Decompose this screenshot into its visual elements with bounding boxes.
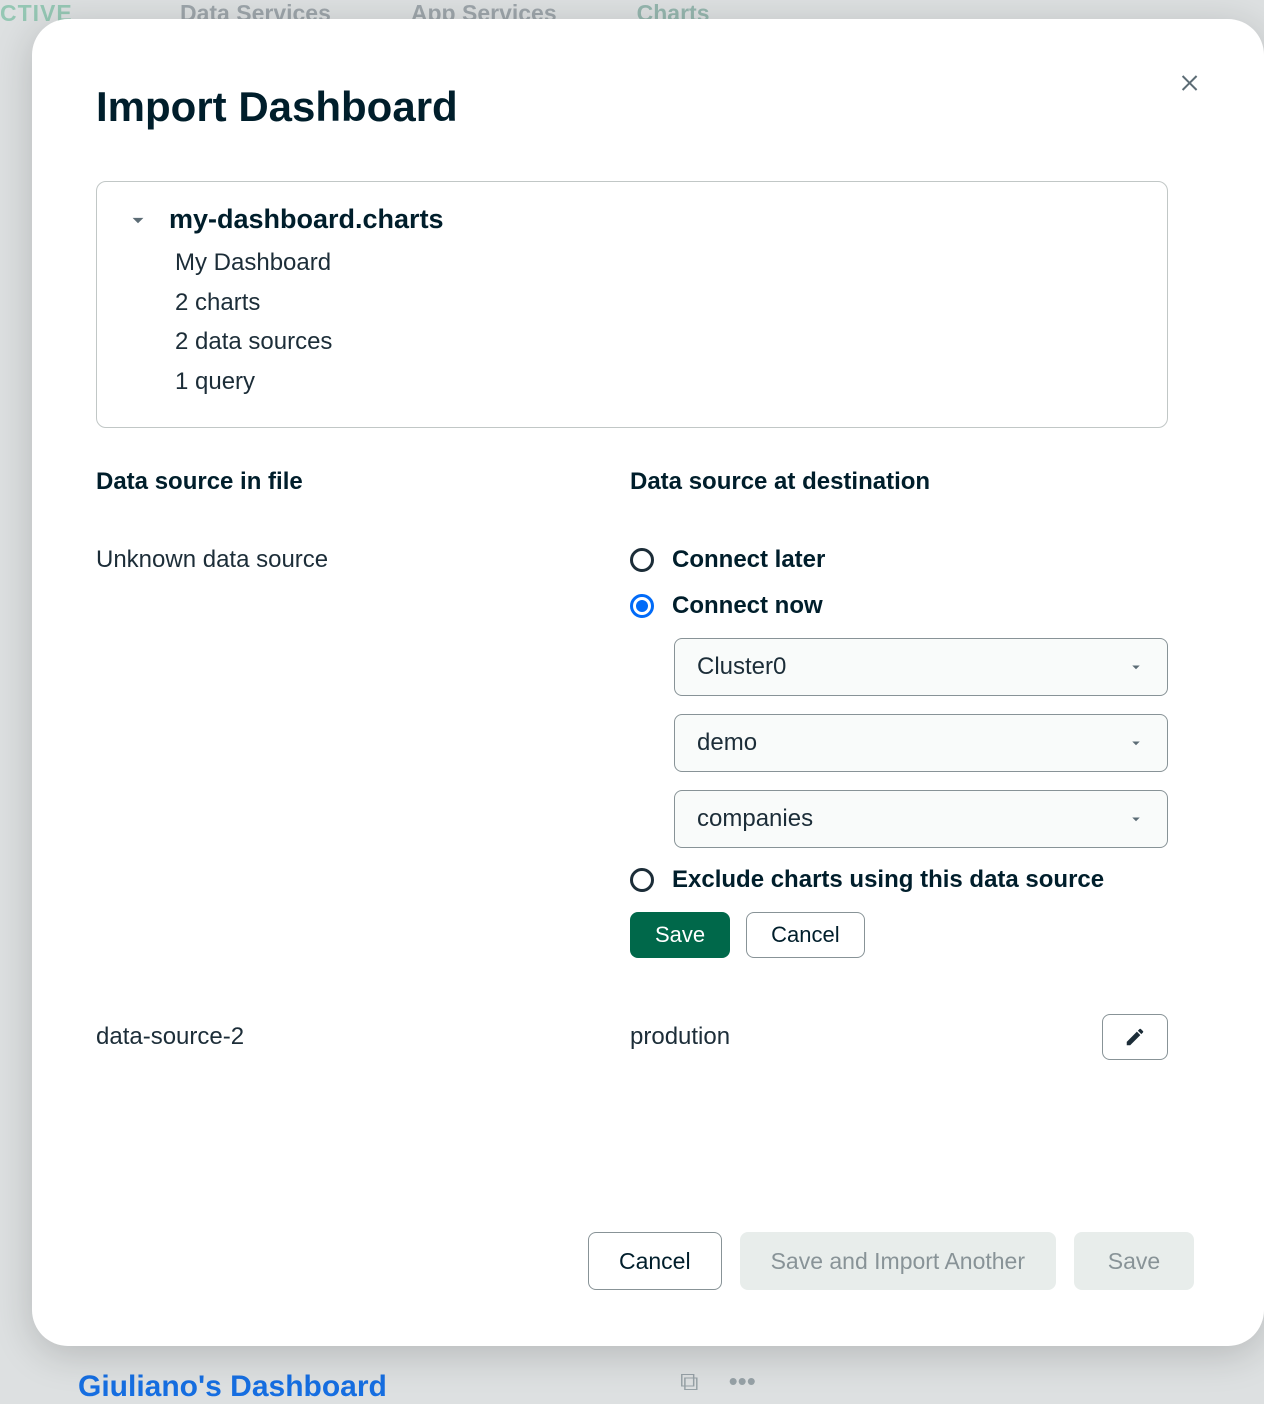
close-icon: [1178, 71, 1202, 95]
file-chart-count: 2 charts: [175, 283, 1139, 323]
source-in-file-2: data-source-2: [96, 1023, 244, 1051]
mapping-headings: Data source in file Data source at desti…: [96, 468, 1168, 546]
save-button[interactable]: Save: [1074, 1232, 1194, 1290]
select-database[interactable]: demo: [674, 714, 1168, 772]
pencil-icon: [1124, 1026, 1146, 1048]
file-title: My Dashboard: [175, 243, 1139, 283]
file-query-count: 1 query: [175, 362, 1139, 402]
source-at-dest-2: prodution: [630, 1023, 730, 1051]
radio-connect-later[interactable]: Connect later: [630, 546, 1168, 574]
radio-label-exclude: Exclude charts using this data source: [672, 866, 1104, 894]
close-button[interactable]: [1178, 71, 1202, 95]
radio-icon: [630, 594, 654, 618]
edit-source-button[interactable]: [1102, 1014, 1168, 1060]
viewport: CTIVE Data Services App Services Charts …: [0, 0, 1264, 1404]
caret-down-icon: [1127, 734, 1145, 752]
caret-down-icon: [1127, 810, 1145, 828]
import-dashboard-modal: Import Dashboard my-dashboard.charts My …: [32, 19, 1264, 1346]
radio-connect-now[interactable]: Connect now: [630, 592, 1168, 620]
chevron-down-icon: [125, 207, 151, 233]
select-cluster-value: Cluster0: [697, 653, 786, 681]
file-header[interactable]: my-dashboard.charts: [125, 204, 1139, 235]
caret-down-icon: [1127, 658, 1145, 676]
mapping-row-1: Unknown data source Connect later Connec…: [96, 546, 1168, 958]
cancel-button[interactable]: Cancel: [588, 1232, 722, 1290]
file-summary-card: my-dashboard.charts My Dashboard 2 chart…: [96, 181, 1168, 428]
file-name: my-dashboard.charts: [169, 204, 444, 235]
select-collection-value: companies: [697, 805, 813, 833]
radio-icon: [630, 548, 654, 572]
heading-source-in-file: Data source in file: [96, 468, 630, 496]
cancel-source-button[interactable]: Cancel: [746, 912, 864, 958]
source-in-file-1: Unknown data source: [96, 546, 630, 574]
save-import-another-button[interactable]: Save and Import Another: [740, 1232, 1056, 1290]
mapping-row-2: data-source-2 prodution: [96, 1014, 1168, 1060]
file-meta: My Dashboard 2 charts 2 data sources 1 q…: [175, 243, 1139, 401]
modal-footer: Cancel Save and Import Another Save: [588, 1232, 1194, 1290]
file-source-count: 2 data sources: [175, 322, 1139, 362]
radio-label-later: Connect later: [672, 546, 825, 574]
select-cluster[interactable]: Cluster0: [674, 638, 1168, 696]
radio-icon: [630, 868, 654, 892]
modal-title: Import Dashboard: [96, 83, 1200, 131]
select-database-value: demo: [697, 729, 757, 757]
save-source-button[interactable]: Save: [630, 912, 730, 958]
select-collection[interactable]: companies: [674, 790, 1168, 848]
heading-source-at-dest: Data source at destination: [630, 468, 1168, 496]
source1-buttons: Save Cancel: [630, 912, 1168, 958]
radio-exclude[interactable]: Exclude charts using this data source: [630, 866, 1168, 894]
radio-label-now: Connect now: [672, 592, 823, 620]
